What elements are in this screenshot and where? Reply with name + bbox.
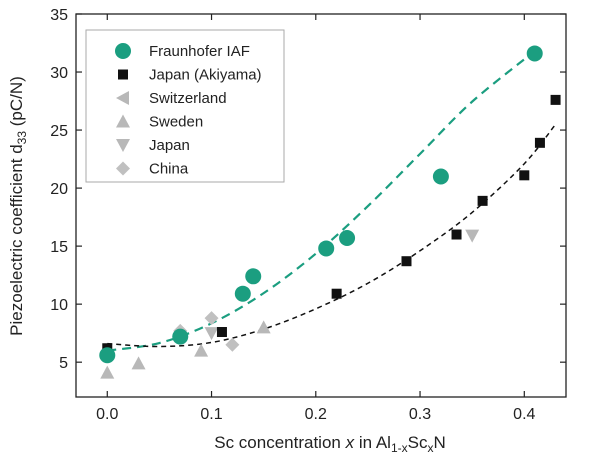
legend-label: Japan (Akiyama) (149, 67, 262, 84)
y-tick-label: 15 (50, 239, 68, 256)
legend-marker (116, 139, 130, 152)
data-point (339, 229, 356, 246)
fit-lines (107, 50, 557, 352)
data-point (331, 288, 342, 299)
data-point (234, 285, 251, 302)
fit-line (107, 123, 557, 348)
y-tick-label: 20 (50, 181, 68, 198)
plot-frame (75, 13, 567, 398)
x-tick-label: 0.0 (96, 406, 118, 423)
y-tick-label: 35 (50, 7, 68, 24)
data-point (318, 240, 335, 257)
data-point (526, 45, 543, 62)
series-japan (204, 229, 480, 341)
data-point (550, 94, 561, 105)
data-point (432, 168, 449, 185)
series-fraunhofer-iaf (99, 45, 543, 364)
legend: Fraunhofer IAF Japan (Akiyama) Switzerland… (85, 29, 285, 183)
legend-label: China (149, 161, 189, 178)
legend-label: Fraunhofer IAF (149, 43, 250, 60)
data-point (401, 256, 412, 267)
legend-marker (116, 161, 130, 176)
y-axis-title: Piezoelectric coefficient d33 (pC/N) (7, 76, 29, 336)
legend-label: Japan (149, 137, 190, 154)
data-point (204, 311, 219, 326)
y-tick-label: 25 (50, 123, 68, 140)
data-point (225, 337, 240, 352)
data-point (256, 320, 271, 334)
axis-ticks: 0.0 0.1 0.2 0.3 0.4 5 10 15 20 25 30 35 (50, 7, 566, 423)
data-point (194, 343, 209, 357)
x-tick-label: 0.3 (409, 406, 431, 423)
y-tick-label: 30 (50, 65, 68, 82)
data-point (100, 365, 115, 379)
x-tick-label: 0.2 (305, 406, 327, 423)
legend-label: Sweden (149, 114, 203, 131)
y-tick-label: 10 (50, 297, 68, 314)
data-point (477, 195, 488, 206)
data-point (204, 327, 219, 341)
data-point (99, 347, 116, 364)
x-axis-title: Sc concentration x in Al1-xScxN (214, 433, 446, 455)
legend-label: Switzerland (149, 90, 227, 107)
data-point (534, 137, 545, 148)
series-sweden (100, 320, 271, 379)
legend-marker (116, 91, 129, 105)
legend-marker (116, 114, 130, 128)
data-point (465, 229, 480, 243)
data-point (519, 170, 530, 181)
data-point (131, 356, 146, 370)
data-point (451, 229, 462, 240)
data-points (99, 45, 561, 379)
legend-marker (118, 69, 128, 80)
x-tick-label: 0.1 (200, 406, 222, 423)
y-tick-label: 5 (59, 355, 68, 372)
data-point (216, 327, 227, 338)
data-point (172, 328, 189, 345)
x-tick-label: 0.4 (513, 406, 535, 423)
legend-marker (115, 43, 131, 59)
data-point (245, 268, 262, 285)
